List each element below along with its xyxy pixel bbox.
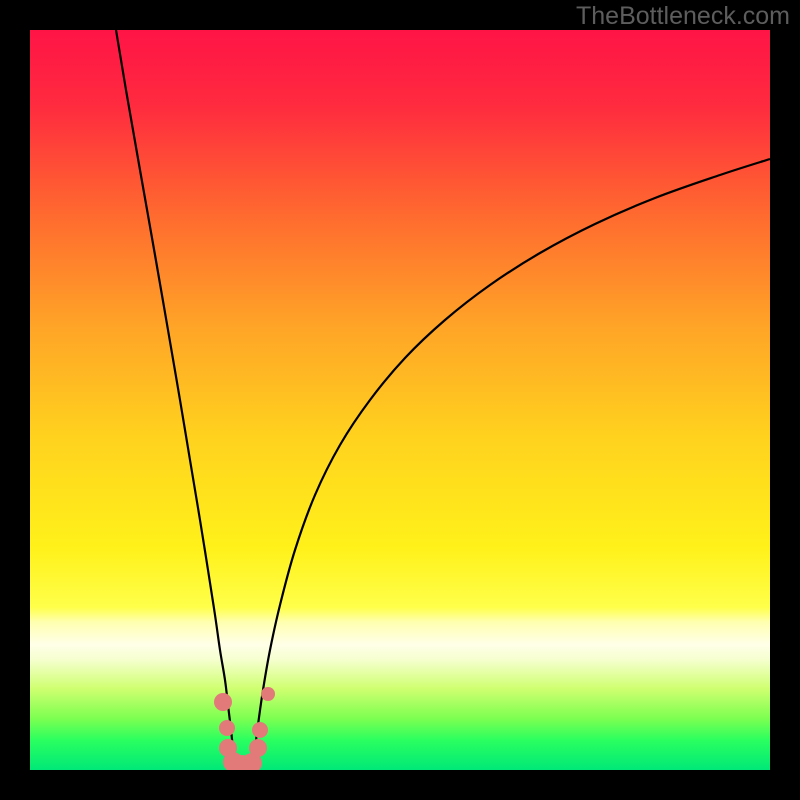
marker-point xyxy=(219,720,235,736)
marker-point xyxy=(261,687,275,701)
chart-curves xyxy=(0,0,800,800)
curve-right xyxy=(254,159,770,770)
curve-left xyxy=(116,30,234,770)
marker-point xyxy=(214,693,232,711)
marker-point xyxy=(252,722,268,738)
watermark-text: TheBottleneck.com xyxy=(576,2,790,31)
chart-frame: TheBottleneck.com xyxy=(0,0,800,800)
marker-point xyxy=(249,739,267,757)
